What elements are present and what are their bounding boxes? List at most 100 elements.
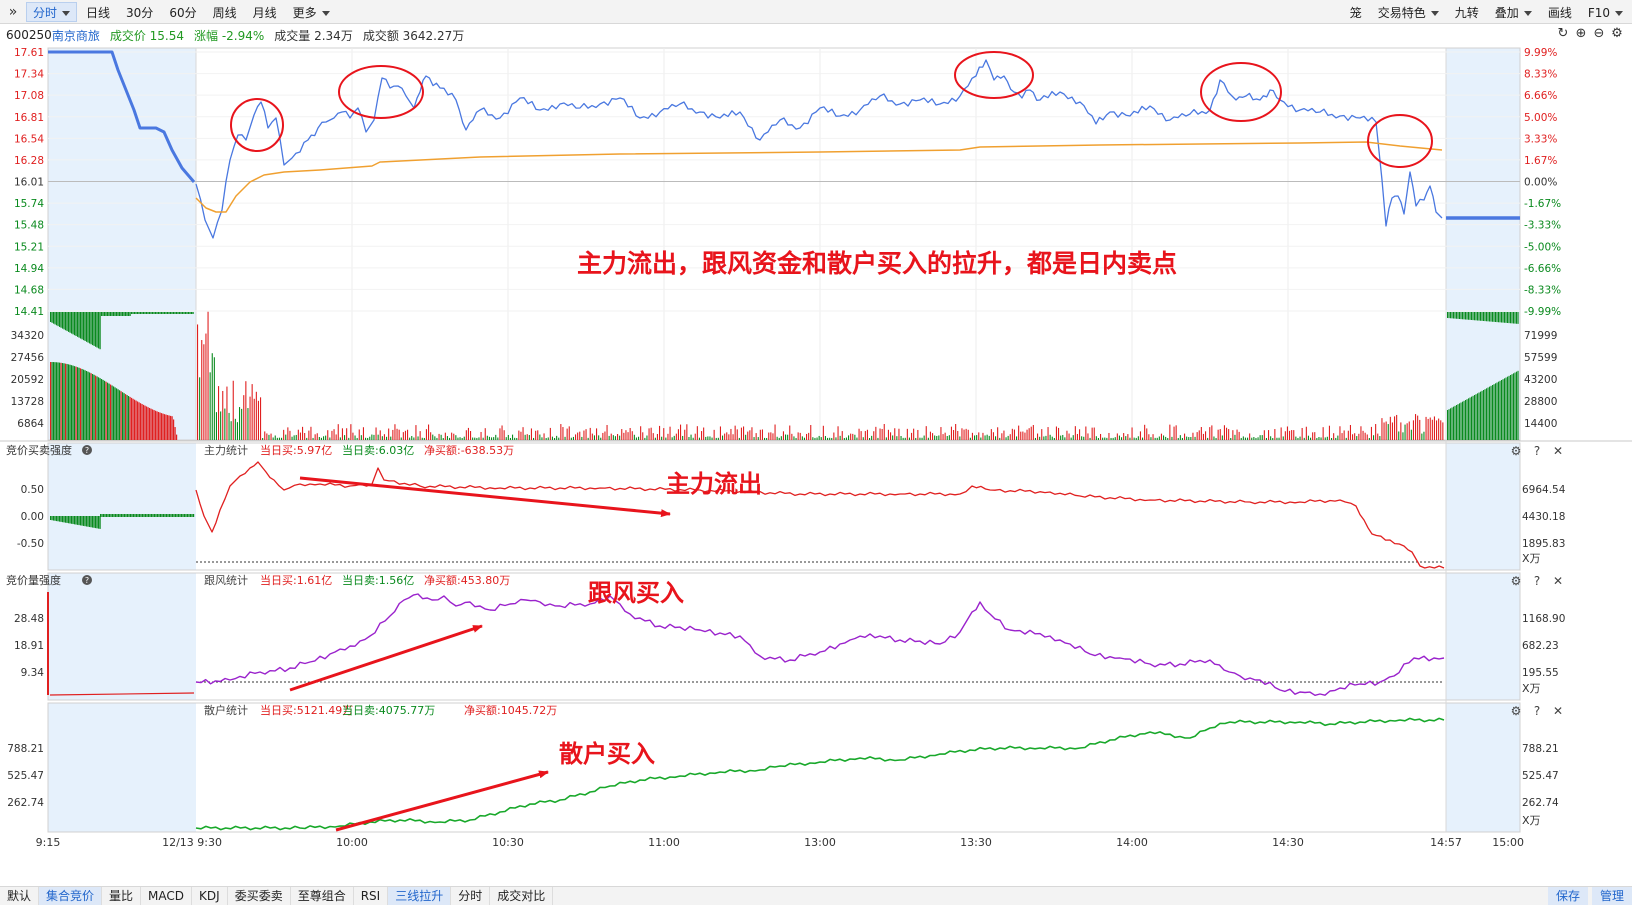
volume-bar [255, 391, 257, 440]
volume-bar [906, 428, 908, 440]
auction-volume-bar [117, 389, 119, 440]
panel-settings-gear-icon[interactable]: ⚙ [1511, 704, 1522, 718]
volume-bar [1142, 437, 1144, 440]
toolbar-btn-3[interactable]: 60分 [162, 2, 203, 22]
toolbar-btn-5[interactable]: 月线 [246, 2, 284, 22]
indicator-tab-7[interactable]: RSI [354, 887, 389, 905]
volume-bar [1097, 437, 1099, 440]
volume-bar [795, 437, 797, 440]
auction-imbalance-bar [143, 312, 145, 314]
closing-volume-bar [1481, 390, 1483, 440]
volume-bar [1360, 426, 1362, 440]
toolbar-right-btn-5[interactable]: F10 [1581, 2, 1630, 22]
volume-bar [1339, 426, 1341, 440]
indicator-tab-8[interactable]: 三线拉升 [388, 887, 452, 905]
volume-bar [463, 436, 465, 440]
auction-strength-bar [53, 516, 55, 521]
volume-bar [562, 427, 564, 440]
toolbar-btn-6[interactable]: 更多 [286, 2, 337, 22]
expand-double-chevron-icon[interactable]: » [8, 3, 18, 20]
volume-bar [770, 432, 772, 440]
panel-help-icon[interactable]: ? [1534, 704, 1540, 718]
manage-button[interactable]: 管理 [1591, 887, 1632, 905]
volume-bar [1230, 437, 1232, 440]
toolbar-right-btn-3[interactable]: 叠加 [1488, 2, 1539, 22]
amount-value: 成交额 3642.27万 [362, 28, 465, 43]
indicator-tab-0[interactable]: 默认 [0, 887, 40, 905]
toolbar-right-btn-1[interactable]: 交易特色 [1371, 2, 1446, 22]
volume-bar [1276, 437, 1278, 440]
panel-help-icon[interactable]: ? [1534, 574, 1540, 588]
volume-bar [707, 436, 709, 440]
closing-imbalance-bar [1498, 312, 1500, 323]
auction-strength-bar [124, 514, 126, 517]
zoom-in-icon[interactable]: ⊕ [1575, 26, 1587, 41]
volume-bar [1433, 416, 1435, 440]
auction-imbalance-bar [96, 312, 98, 348]
refresh-icon[interactable]: ↻ [1557, 26, 1569, 41]
price-tick-left: 14.41 [14, 306, 44, 318]
help-icon[interactable] [82, 445, 92, 455]
volume-bar [1247, 437, 1249, 440]
indicator-tab-10[interactable]: 成交对比 [490, 887, 554, 905]
price-tick-right: 8.33% [1524, 69, 1557, 81]
volume-bar [1041, 429, 1043, 440]
indicator-tab-1[interactable]: 集合竞价 [39, 887, 103, 905]
help-icon[interactable] [82, 575, 92, 585]
volume-bar [228, 412, 230, 440]
auction-volume-bar [111, 385, 113, 440]
toolbar-right-btn-4[interactable]: 画线 [1541, 2, 1579, 22]
toolbar-right-btn-0[interactable]: 笼 [1343, 2, 1369, 22]
indicator-tab-5[interactable]: 委买委卖 [228, 887, 291, 905]
auction-imbalance-bar [105, 312, 107, 316]
volume-bar [1356, 436, 1358, 440]
panel-close-icon[interactable]: ✕ [1553, 444, 1563, 458]
toolbar-btn-2[interactable]: 30分 [119, 2, 160, 22]
auction-volume-bar [107, 382, 109, 440]
volume-bar [715, 437, 717, 440]
indicator-tab-4[interactable]: KDJ [192, 887, 228, 905]
auction-strength-bar [99, 516, 101, 529]
closing-volume-bar [1505, 377, 1507, 440]
zoom-out-icon[interactable]: ⊖ [1593, 26, 1605, 41]
save-button[interactable]: 保存 [1547, 887, 1588, 905]
volume-bar [1236, 429, 1238, 440]
stock-name[interactable]: 南京商旅 [51, 28, 100, 43]
volume-bar [1087, 433, 1089, 440]
indicator-tab-3[interactable]: MACD [141, 887, 193, 905]
volume-bar [835, 437, 837, 440]
annotation-arrow [335, 770, 549, 832]
toolbar-btn-4[interactable]: 周线 [206, 2, 244, 22]
volume-bar [1232, 430, 1234, 440]
volume-bar [348, 437, 350, 440]
volume-bar [404, 430, 406, 440]
closing-imbalance-bar [1514, 312, 1516, 324]
price-tick-right: -3.33% [1524, 220, 1561, 232]
volume-bar [1417, 415, 1419, 440]
auction-strength-bar [166, 514, 168, 517]
closing-volume-bar [1514, 372, 1516, 440]
toolbar-btn-0[interactable]: 分时 [26, 1, 78, 22]
panel-close-icon[interactable]: ✕ [1553, 574, 1563, 588]
volume-bar [959, 436, 961, 440]
toolbar-btn-label: 60分 [169, 5, 197, 20]
indicator-tab-2[interactable]: 量比 [102, 887, 142, 905]
panel-settings-gear-icon[interactable]: ⚙ [1511, 444, 1522, 458]
panel-close-icon[interactable]: ✕ [1553, 704, 1563, 718]
settings-gear-icon[interactable]: ⚙ [1611, 26, 1623, 41]
panel-settings-gear-icon[interactable]: ⚙ [1511, 574, 1522, 588]
volume-bar [436, 437, 438, 440]
volume-bar [976, 435, 978, 440]
panel-help-icon[interactable]: ? [1534, 444, 1540, 458]
indicator-tick-right: 6964.54 [1522, 484, 1566, 496]
volume-bar [883, 424, 885, 440]
volume-bar [585, 429, 587, 440]
auction-imbalance-bar [113, 312, 115, 316]
toolbar-btn-1[interactable]: 日线 [79, 2, 117, 22]
auction-volume-bar [75, 366, 77, 440]
toolbar-right-btn-2[interactable]: 九转 [1448, 2, 1486, 22]
volume-bar [1085, 426, 1087, 440]
indicator-tab-9[interactable]: 分时 [451, 887, 491, 905]
indicator-tab-6[interactable]: 至尊组合 [291, 887, 354, 905]
volume-bar [623, 432, 625, 440]
